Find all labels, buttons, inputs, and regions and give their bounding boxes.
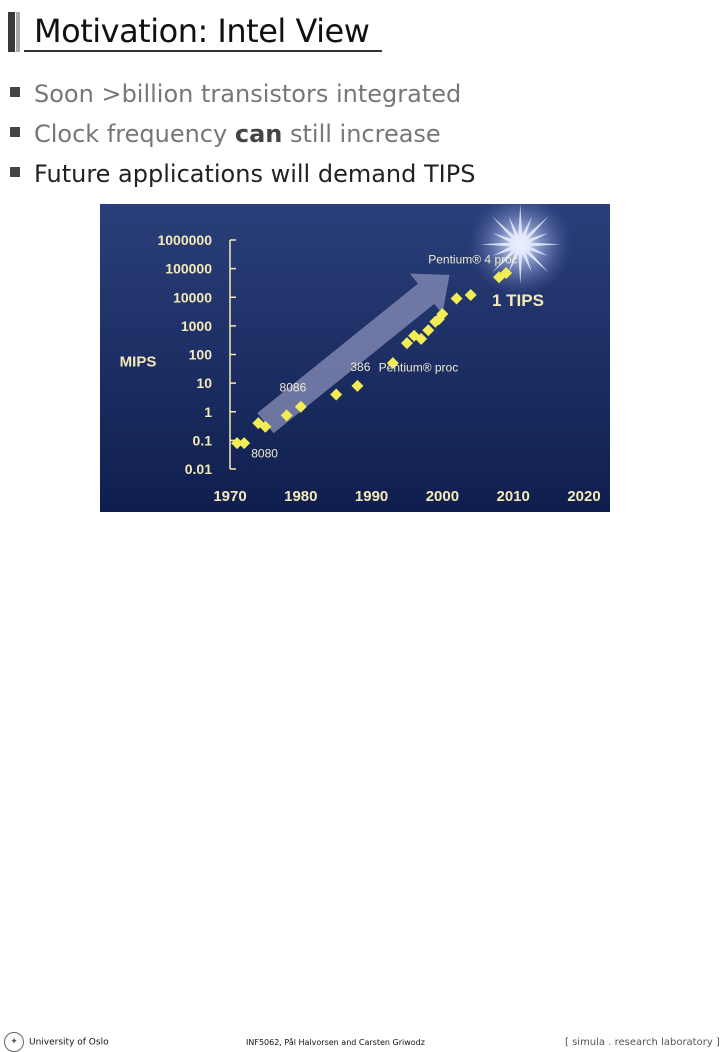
y-tick-label: 0.01: [185, 461, 212, 477]
data-point: [259, 420, 272, 433]
footer: ✦ University of Oslo INF5062, Pål Halvors…: [0, 514, 720, 1052]
annotation-label: 8080: [251, 447, 278, 461]
data-point: [252, 417, 265, 430]
bullet-item: Soon >billion transistors integrated: [10, 74, 475, 114]
data-point: [231, 437, 244, 450]
trend-arrow: [257, 273, 450, 434]
bullet-text-rest: >billion transistors integrated: [101, 80, 462, 108]
mips-chart: 0.01 0.1 1 10 100 1000 10000 100000 1000000 1970 1…: [100, 204, 610, 512]
data-point: [450, 292, 463, 305]
title-accent-bar-light: [16, 12, 20, 52]
data-point: [386, 357, 399, 370]
annotation-label: 386: [350, 360, 370, 374]
x-tick-label: 2020: [567, 488, 600, 505]
data-point: [280, 409, 293, 422]
data-point: [464, 288, 477, 301]
bullet-text: Future applications will demand TIPS: [34, 160, 476, 188]
bullet-item: Future applications will demand TIPS: [10, 154, 475, 194]
course-credit: INF5062, Pål Halvorsen and Carsten Griwo…: [246, 1038, 425, 1047]
y-tick-label: 0.1: [193, 432, 213, 448]
y-tick-label: 10000: [173, 289, 212, 305]
x-tick-label: 1980: [284, 488, 317, 505]
data-point: [401, 337, 413, 350]
simula-text-rest: research laboratory ]: [614, 1037, 720, 1048]
bullet-square-icon: [10, 87, 20, 97]
x-tick-label: 2010: [497, 488, 530, 505]
simula-dot: .: [608, 1037, 612, 1048]
data-point: [432, 313, 445, 326]
annotation-label: 1 TIPS: [492, 291, 544, 310]
data-point: [238, 437, 251, 450]
bullet-square-icon: [10, 167, 20, 177]
bullet-emphasis: can: [234, 120, 283, 148]
annotation-label: 8086: [280, 381, 307, 395]
title-accent-bar: [8, 12, 15, 52]
x-tick-label: 1970: [213, 488, 246, 505]
data-point: [500, 267, 513, 280]
data-point: [351, 379, 364, 392]
y-tick-label: 100000: [165, 261, 212, 277]
y-tick-label: 10: [196, 375, 212, 391]
bullet-item: Clock frequency can still increase: [10, 114, 475, 154]
trend-arrow-shape: [257, 273, 450, 434]
y-axis-title: MIPS: [120, 354, 157, 371]
starburst-icon: [480, 204, 561, 285]
data-point: [415, 332, 428, 345]
bullet-text-rest: still increase: [282, 120, 441, 148]
data-point: [330, 388, 343, 401]
y-tick-label: 1000000: [157, 232, 212, 248]
data-point: [436, 307, 449, 320]
bullet-text: Clock frequency: [34, 120, 235, 148]
bullet-text: Soon: [34, 80, 102, 108]
simula-text: [ simula: [565, 1037, 606, 1048]
title-underline: [24, 50, 382, 52]
bullet-list: Soon >billion transistors integrated Clo…: [10, 74, 475, 194]
annotation-label: Pentium® 4 proc: [428, 253, 518, 267]
university-name: University of Oslo: [29, 1037, 109, 1048]
data-point: [493, 271, 506, 284]
data-point: [294, 400, 307, 413]
x-tick-label: 1990: [355, 488, 388, 505]
y-tick-label: 100: [189, 347, 213, 363]
bullet-square-icon: [10, 127, 20, 137]
university-logo: ✦ University of Oslo: [4, 1032, 109, 1052]
y-tick-label: 1000: [181, 318, 212, 334]
data-point: [422, 324, 435, 337]
university-seal-icon: ✦: [4, 1032, 24, 1052]
y-tick-label: 1: [204, 404, 212, 420]
annotation-label: Pentium® proc: [379, 361, 459, 375]
slide-title: Motivation: Intel View: [34, 12, 370, 50]
simula-logo: [ simula . research laboratory ]: [565, 1037, 720, 1048]
x-tick-label: 2000: [426, 488, 459, 505]
